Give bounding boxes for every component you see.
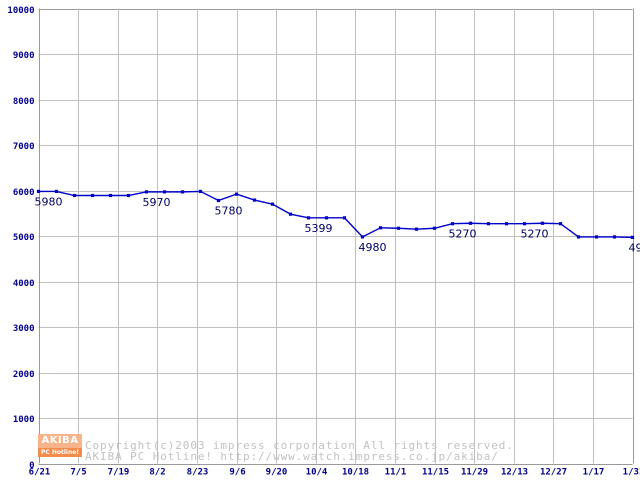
y-axis-tick-label: 8000	[13, 97, 35, 107]
x-axis-tick-label: 7/19	[108, 468, 130, 478]
x-axis-tick-label: 7/5	[70, 468, 86, 478]
series-marker	[432, 226, 437, 230]
y-axis-tick-label: 5000	[13, 233, 35, 243]
series-marker	[414, 227, 419, 231]
series-marker	[378, 226, 383, 230]
series-marker	[324, 216, 329, 220]
x-axis-tick-label: 11/15	[422, 468, 449, 478]
data-point-label: 4980	[359, 241, 387, 254]
series-marker	[180, 190, 185, 194]
x-axis-tick-label: 10/18	[342, 468, 369, 478]
x-axis-tick-label: 8/2	[149, 468, 165, 478]
series-marker	[36, 189, 41, 194]
series-marker	[450, 222, 455, 226]
series-marker	[468, 221, 473, 225]
series-marker	[144, 190, 149, 194]
x-axis-tick-label: 11/29	[461, 468, 488, 478]
x-axis-tick-label: 1/31	[623, 468, 640, 478]
data-point-label: 5270	[449, 228, 477, 241]
x-axis-tick-label: 1/17	[583, 468, 605, 478]
series-marker	[270, 202, 275, 206]
series-marker	[396, 226, 401, 230]
series-marker	[522, 222, 527, 226]
y-axis-tick-label: 10000	[7, 6, 34, 16]
y-axis-tick-label: 2000	[13, 370, 35, 380]
y-axis-tick-label: 4000	[13, 279, 35, 289]
series-marker	[252, 198, 257, 202]
series-marker	[126, 193, 131, 198]
series-marker	[234, 192, 239, 196]
series-marker	[360, 235, 365, 239]
series-marker	[90, 193, 95, 198]
data-point-label: 4970	[629, 241, 640, 254]
data-point-label: 5399	[305, 222, 333, 235]
y-axis-tick-label: 6000	[13, 188, 35, 198]
x-axis-tick-label: 9/6	[229, 468, 245, 478]
y-axis-tick-label: 7000	[13, 142, 35, 152]
series-marker	[162, 190, 167, 194]
series-marker	[54, 189, 59, 194]
series-marker	[612, 235, 617, 239]
x-axis-tick-label: 12/27	[540, 468, 567, 478]
data-point-label: 5970	[143, 196, 171, 209]
series-marker	[504, 222, 509, 226]
y-axis-tick-label: 3000	[13, 324, 35, 334]
y-axis-tick-label: 0	[29, 461, 34, 471]
series-marker	[198, 189, 203, 194]
series-marker	[630, 235, 635, 239]
series-marker	[306, 216, 311, 220]
y-axis-tick-label: 1000	[13, 415, 35, 425]
x-axis-tick-label: 8/23	[187, 468, 209, 478]
y-axis-tick-label: 9000	[13, 51, 35, 61]
x-axis-tick-label: 10/4	[306, 468, 328, 478]
series-marker	[576, 235, 581, 239]
x-axis-tick-label: 11/1	[385, 468, 407, 478]
series-marker	[558, 222, 563, 226]
series-marker	[486, 222, 491, 226]
series-marker	[342, 216, 347, 220]
series-marker	[540, 221, 545, 225]
x-axis-tick-label: 9/20	[266, 468, 288, 478]
data-point-label: 5270	[521, 228, 549, 241]
series-line-price	[38, 190, 633, 239]
data-point-label: 5780	[215, 205, 243, 218]
x-axis-tick-label: 12/13	[501, 468, 528, 478]
data-point-label: 5980	[35, 195, 63, 208]
series-marker	[288, 212, 293, 216]
series-marker	[108, 193, 113, 198]
series-marker	[594, 235, 599, 239]
series-marker	[216, 198, 221, 203]
series-marker	[72, 193, 77, 198]
x-axis-tick-label: 6/21	[29, 468, 51, 478]
